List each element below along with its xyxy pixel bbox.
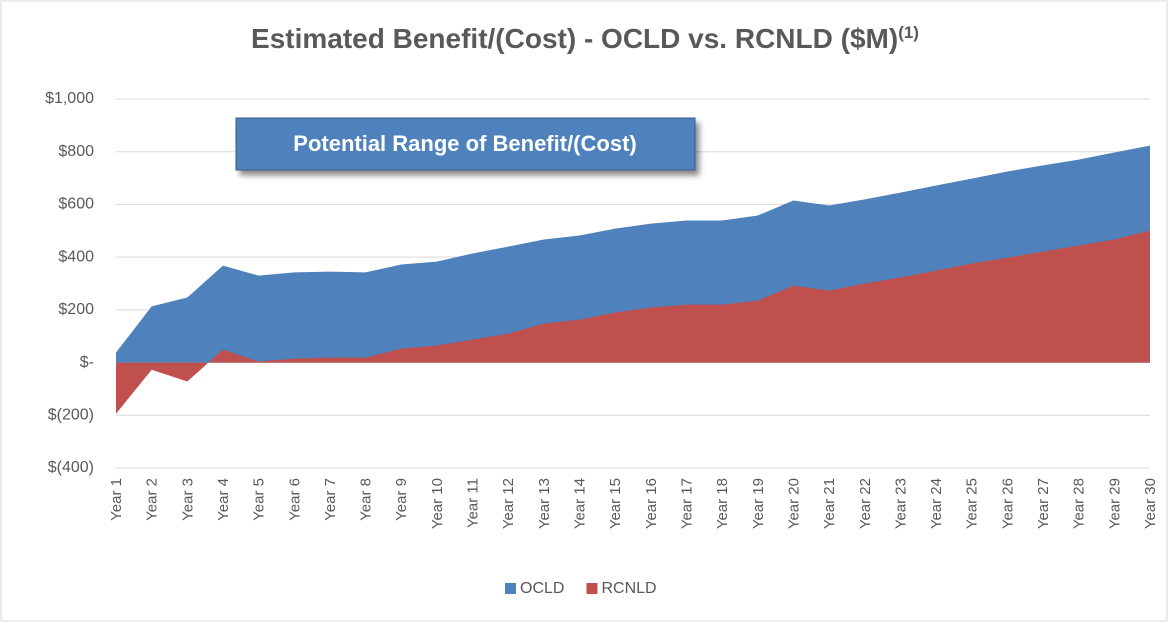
annotation: Potential Range of Benefit/(Cost) — [293, 131, 636, 156]
legend-swatch — [505, 583, 516, 594]
x-tick-label: Year 6 — [286, 478, 303, 521]
x-tick-label: Year 22 — [857, 478, 874, 529]
x-tick-label: Year 25 — [964, 478, 981, 529]
x-tick-label: Year 5 — [251, 478, 268, 521]
x-tick-label: Year 15 — [607, 478, 624, 529]
x-tick-label: Year 12 — [500, 478, 517, 529]
y-tick-label: $(400) — [48, 459, 94, 476]
chart-title: Estimated Benefit/(Cost) - OCLD vs. RCNL… — [251, 23, 898, 54]
plot-area: $(400) $(200) $- $200 $400 $600 $800 $1,000 Year… — [45, 90, 1159, 529]
legend-label: OCLD — [520, 580, 564, 597]
x-tick-label: Year 8 — [358, 478, 375, 521]
x-tick-label: Year 7 — [322, 478, 339, 521]
x-tick-label: Year 10 — [429, 478, 446, 529]
y-tick-label: $600 — [58, 196, 94, 213]
y-tick-label: $- — [80, 354, 94, 371]
x-tick-label: Year 13 — [536, 478, 553, 529]
annotation-box — [235, 117, 696, 171]
x-tick-label: Year 26 — [999, 478, 1016, 529]
y-tick-label: $1,000 — [45, 90, 94, 107]
y-tick-label: $800 — [58, 143, 94, 160]
x-tick-label: Year 4 — [215, 478, 232, 521]
x-tick-label: Year 16 — [643, 478, 660, 529]
title-superscript: (1) — [898, 23, 919, 42]
x-tick-label: Year 24 — [928, 478, 945, 529]
x-tick-label: Year 14 — [572, 478, 589, 529]
x-tick-label: Year 28 — [1071, 478, 1088, 529]
x-tick-label: Year 9 — [393, 478, 410, 521]
x-tick-label: Year 21 — [821, 478, 838, 529]
x-tick-label: Year 17 — [678, 478, 695, 529]
x-tick-label: Year 19 — [750, 478, 767, 529]
x-tick-label: Year 27 — [1035, 478, 1052, 529]
x-tick-label: Year 18 — [714, 478, 731, 529]
x-tick-label: Year 29 — [1106, 478, 1123, 529]
chart-title-group: Estimated Benefit/(Cost) - OCLD vs. RCNL… — [251, 23, 919, 54]
legend-label: RCNLD — [601, 580, 656, 597]
x-tick-label: Year 11 — [465, 478, 482, 528]
x-tick-label: Year 30 — [1142, 478, 1159, 529]
y-tick-label: $200 — [58, 301, 94, 318]
y-tick-label: $(200) — [48, 407, 94, 424]
x-tick-label: Year 20 — [785, 478, 802, 529]
legend-swatch — [586, 583, 598, 594]
x-tick-label: Year 3 — [179, 478, 196, 521]
area — [116, 230, 1150, 414]
x-tick-label: Year 23 — [892, 478, 909, 529]
x-tick-label: Year 2 — [144, 478, 161, 521]
y-tick-label: $400 — [58, 248, 94, 265]
x-tick-label: Year 1 — [108, 478, 125, 521]
